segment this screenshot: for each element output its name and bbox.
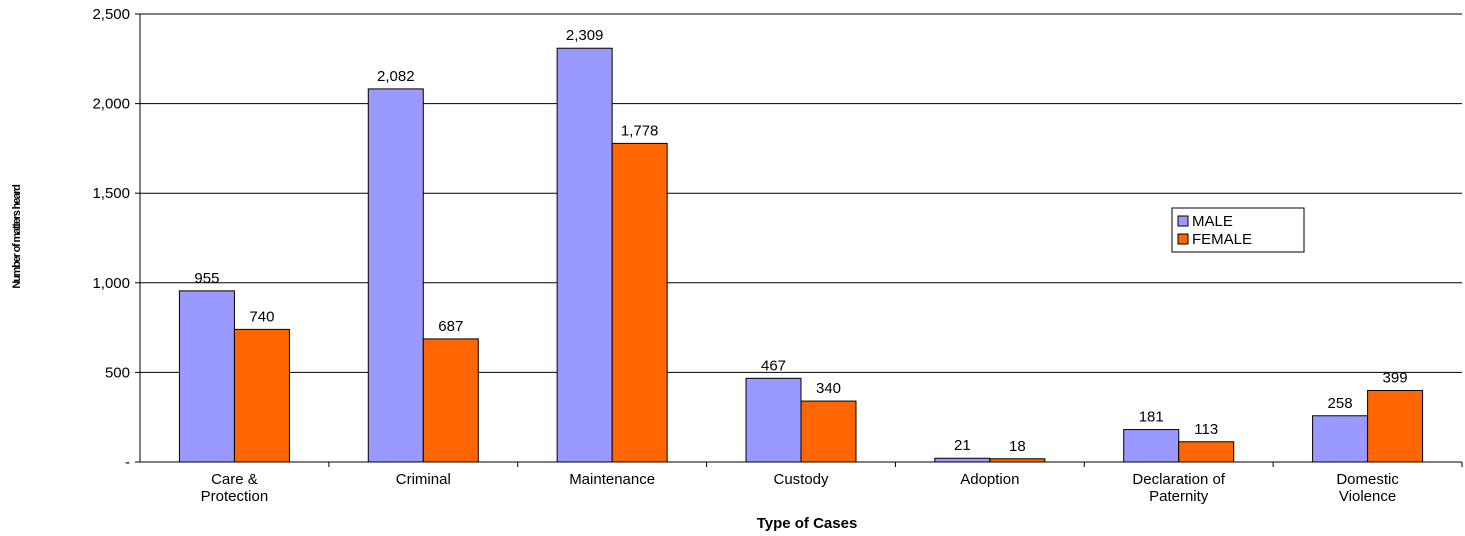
data-label: 340 bbox=[816, 380, 841, 397]
bar-female-4 bbox=[989, 458, 1046, 463]
bar-female-2 bbox=[611, 142, 668, 463]
y-tick-label: 1,000 bbox=[92, 275, 130, 292]
data-label: 2,309 bbox=[566, 27, 604, 44]
data-label: 955 bbox=[194, 270, 219, 287]
gridlines bbox=[140, 13, 1462, 373]
bar-male-0 bbox=[178, 290, 235, 463]
bar-male-5 bbox=[1123, 429, 1180, 463]
data-label: 467 bbox=[761, 357, 786, 374]
data-label: 740 bbox=[249, 308, 274, 325]
bar-male-3 bbox=[745, 377, 802, 463]
data-label: 181 bbox=[1139, 409, 1164, 426]
y-tick-label: 500 bbox=[105, 364, 130, 381]
x-tick-label: Maintenance bbox=[569, 471, 655, 488]
data-label: 258 bbox=[1328, 395, 1353, 412]
x-tick-label: Custody bbox=[773, 471, 829, 488]
bar-female-6 bbox=[1367, 389, 1424, 463]
legend-box bbox=[1171, 207, 1305, 253]
data-label: 399 bbox=[1383, 369, 1408, 386]
bar-male-4 bbox=[934, 457, 991, 463]
data-label: 21 bbox=[954, 437, 971, 454]
bar-female-1 bbox=[422, 338, 479, 463]
x-tick-label: Adoption bbox=[960, 471, 1019, 488]
y-axis-title: Number of matters heard bbox=[11, 185, 23, 289]
y-tick-label: 2,500 bbox=[92, 6, 130, 23]
data-label: 2,082 bbox=[377, 68, 415, 85]
legend-swatch-female bbox=[1177, 233, 1189, 245]
legend-swatch-male bbox=[1177, 215, 1189, 227]
x-tick-label: Declaration of Paternity bbox=[1132, 471, 1225, 505]
data-label: 1,778 bbox=[621, 122, 659, 139]
axes: - 500 1,000 1,500 2,000 2,500 Care & Protection… bbox=[92, 6, 1463, 505]
bar-male-2 bbox=[556, 47, 613, 463]
y-tick-label: 2,000 bbox=[92, 96, 130, 113]
legend-label-female: FEMALE bbox=[1192, 231, 1252, 248]
bar-female-5 bbox=[1178, 441, 1235, 463]
x-tick-label: Care & Protection bbox=[201, 471, 269, 505]
data-label: 18 bbox=[1009, 438, 1026, 455]
bar-female-0 bbox=[233, 328, 290, 463]
legend-label-male: MALE bbox=[1192, 213, 1233, 230]
bar-male-6 bbox=[1312, 415, 1369, 463]
x-tick-label: Criminal bbox=[396, 471, 451, 488]
data-label: 687 bbox=[438, 318, 463, 335]
bar-female-3 bbox=[800, 400, 857, 463]
y-tick-label: - bbox=[125, 454, 130, 471]
x-axis-title: Type of Cases bbox=[757, 515, 858, 532]
x-tick-label: Domestic Violence bbox=[1336, 471, 1399, 505]
data-labels: 955 740 2,082 687 2,309 1,778 467 340 21 18 181 113… bbox=[194, 27, 1407, 455]
bars bbox=[178, 47, 1424, 463]
y-tick-label: 1,500 bbox=[92, 185, 130, 202]
bar-male-1 bbox=[367, 88, 424, 463]
data-label: 113 bbox=[1194, 421, 1218, 438]
